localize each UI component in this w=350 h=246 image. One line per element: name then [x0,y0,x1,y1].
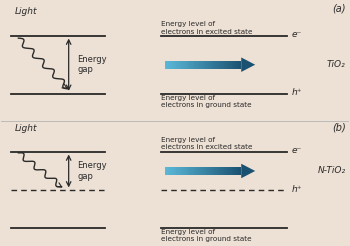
Polygon shape [212,167,215,175]
Polygon shape [205,61,207,69]
Polygon shape [182,61,184,69]
Polygon shape [186,167,188,175]
Text: Light: Light [15,124,37,133]
Polygon shape [164,61,167,69]
Polygon shape [174,61,176,69]
Polygon shape [191,167,193,175]
Polygon shape [164,167,167,175]
Text: Light: Light [15,7,37,16]
Polygon shape [195,61,197,69]
Polygon shape [168,167,170,175]
Polygon shape [167,167,168,175]
Polygon shape [211,61,212,69]
Polygon shape [220,167,222,175]
Polygon shape [224,61,226,69]
Text: Energy level of
electrons in ground state: Energy level of electrons in ground stat… [161,95,252,108]
Polygon shape [237,61,239,69]
Polygon shape [201,167,203,175]
Polygon shape [215,61,216,69]
Polygon shape [222,61,224,69]
Polygon shape [230,167,232,175]
Polygon shape [226,61,228,69]
Polygon shape [174,167,176,175]
Polygon shape [178,61,180,69]
Polygon shape [188,167,189,175]
Polygon shape [230,61,232,69]
Text: Energy level of
electrons in ground state: Energy level of electrons in ground stat… [161,229,252,243]
Polygon shape [241,58,255,72]
Polygon shape [222,167,224,175]
Polygon shape [209,167,211,175]
Polygon shape [180,167,182,175]
Polygon shape [182,167,184,175]
Polygon shape [193,167,195,175]
Polygon shape [178,167,180,175]
Text: h⁺: h⁺ [292,184,302,194]
Text: e⁻: e⁻ [292,146,302,155]
Polygon shape [226,167,228,175]
Text: N-TiO₂: N-TiO₂ [318,167,346,175]
Polygon shape [228,167,230,175]
Polygon shape [207,61,209,69]
Text: Energy
gap: Energy gap [77,55,107,74]
Polygon shape [233,61,236,69]
Polygon shape [215,167,216,175]
Polygon shape [176,61,178,69]
Polygon shape [236,61,237,69]
Text: (a): (a) [332,3,346,13]
Polygon shape [197,167,199,175]
Polygon shape [168,61,170,69]
Polygon shape [239,167,241,175]
Polygon shape [197,61,199,69]
Polygon shape [241,164,255,178]
Polygon shape [216,167,218,175]
Polygon shape [195,167,197,175]
Polygon shape [218,61,220,69]
Text: Energy level of
electrons in excited state: Energy level of electrons in excited sta… [161,137,253,151]
Polygon shape [205,167,207,175]
Polygon shape [180,61,182,69]
Polygon shape [237,167,239,175]
Polygon shape [191,61,193,69]
Text: e⁻: e⁻ [292,30,302,39]
Polygon shape [220,61,222,69]
Polygon shape [189,61,191,69]
Polygon shape [188,61,189,69]
Polygon shape [218,167,220,175]
Polygon shape [224,167,226,175]
Polygon shape [184,61,186,69]
Polygon shape [167,61,168,69]
Polygon shape [233,167,236,175]
Polygon shape [199,167,201,175]
Text: Energy
gap: Energy gap [77,161,107,181]
Text: (b): (b) [332,123,346,133]
Text: Energy level of
electrons in excited state: Energy level of electrons in excited sta… [161,21,253,34]
Polygon shape [170,61,172,69]
Polygon shape [172,61,174,69]
Polygon shape [184,167,186,175]
Polygon shape [228,61,230,69]
Polygon shape [172,167,174,175]
Polygon shape [170,167,172,175]
Polygon shape [232,167,233,175]
Polygon shape [211,167,212,175]
Polygon shape [216,61,218,69]
Polygon shape [199,61,201,69]
Polygon shape [203,167,205,175]
Text: h⁺: h⁺ [292,88,302,97]
Polygon shape [186,61,188,69]
Polygon shape [236,167,237,175]
Polygon shape [203,61,205,69]
Text: TiO₂: TiO₂ [327,60,346,69]
Polygon shape [209,61,211,69]
Polygon shape [189,167,191,175]
Polygon shape [207,167,209,175]
Polygon shape [193,61,195,69]
Polygon shape [201,61,203,69]
Polygon shape [232,61,233,69]
Polygon shape [212,61,215,69]
Polygon shape [239,61,241,69]
Polygon shape [176,167,178,175]
